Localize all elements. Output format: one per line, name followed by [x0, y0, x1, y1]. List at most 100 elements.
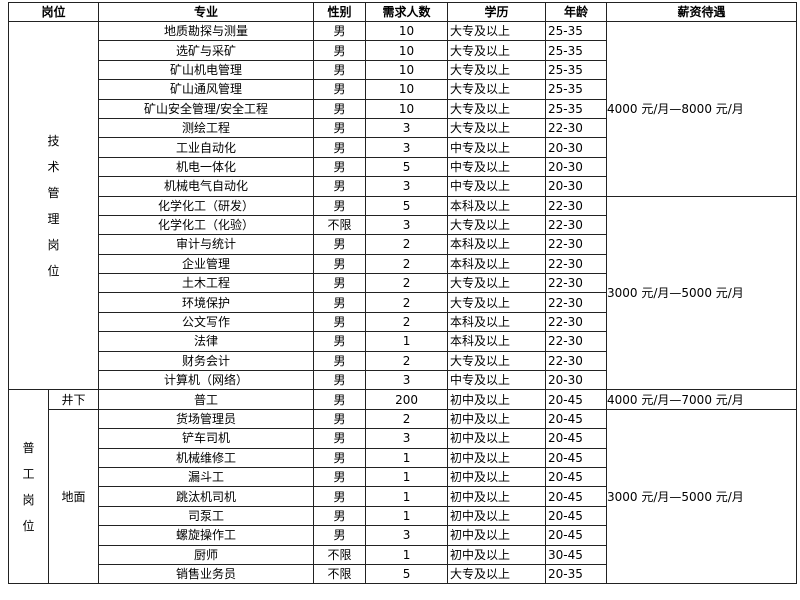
header-gender: 性别: [313, 2, 367, 22]
major-cell: 地质勘探与测量: [98, 20, 315, 42]
count-cell: 2: [365, 253, 449, 275]
table-row: 技术管理岗位 地质勘探与测量男 10 大专及以上 25-35 4000 元/月—8000 …: [7, 20, 798, 391]
major-cell: 矿山通风管理: [98, 79, 315, 100]
education-cell: 初中及以上: [447, 408, 547, 430]
age-cell: 22-30: [545, 292, 608, 313]
major-cell: 测绘工程: [98, 117, 315, 139]
age-cell: 22-30: [545, 214, 608, 236]
age-cell: 25-35: [545, 59, 608, 81]
education-cell: 本科及以上: [447, 195, 547, 216]
count-cell: 2: [365, 311, 449, 333]
header-salary: 薪资待遇: [606, 2, 798, 22]
major-cell: 公文写作: [98, 311, 315, 333]
education-cell: 初中及以上: [447, 525, 547, 546]
count-cell: 10: [365, 20, 449, 42]
count-cell: 1: [365, 505, 449, 527]
major-cell: 环境保护: [98, 292, 315, 313]
education-cell: 初中及以上: [447, 466, 547, 488]
major-cell: 机电一体化: [98, 156, 315, 178]
gender-cell: 男: [313, 117, 367, 139]
gender-cell: 男: [313, 20, 367, 42]
age-cell: 20-35: [545, 563, 608, 585]
count-cell: 3: [365, 525, 449, 546]
salary-cell: 3000 元/月—5000 元/月: [606, 195, 798, 391]
education-cell: 大专及以上: [447, 59, 547, 81]
education-cell: 中专及以上: [447, 176, 547, 197]
age-cell: 22-30: [545, 273, 608, 294]
gender-cell: 男: [313, 273, 367, 294]
education-cell: 大专及以上: [447, 563, 547, 585]
age-cell: 20-30: [545, 370, 608, 391]
major-cell: 跳汰机司机: [98, 486, 315, 507]
age-cell: 22-30: [545, 195, 608, 216]
education-cell: 大专及以上: [447, 292, 547, 313]
table-row: 选矿与采矿男 10 大专及以上 25-35: [9, 40, 797, 61]
age-cell: 22-30: [545, 331, 608, 352]
major-cell: 机械维修工: [98, 447, 315, 468]
major-cell: 铲车司机: [98, 428, 315, 449]
major-cell: 财务会计: [98, 350, 315, 372]
count-cell: 3: [365, 137, 449, 158]
count-cell: 2: [365, 350, 449, 372]
major-cell: 矿山机电管理: [98, 59, 315, 81]
table-row: 审计与统计男 2 本科及以上 22-30: [9, 234, 797, 255]
count-cell: 2: [365, 234, 449, 255]
salary-cell: 4000 元/月—8000 元/月: [606, 21, 798, 197]
education-cell: 初中及以上: [447, 505, 547, 527]
gender-cell: 男: [313, 311, 367, 333]
gender-cell: 男: [313, 40, 367, 61]
age-cell: 20-30: [545, 156, 608, 178]
age-cell: 20-30: [545, 137, 608, 158]
education-cell: 大专及以上: [447, 350, 547, 372]
major-cell: 螺旋操作工: [98, 525, 315, 546]
major-cell: 工业自动化: [98, 137, 315, 158]
education-cell: 本科及以上: [447, 311, 547, 333]
major-cell: 企业管理: [98, 253, 315, 275]
gender-cell: 男: [313, 525, 367, 546]
education-cell: 本科及以上: [447, 253, 547, 275]
gender-cell: 男: [313, 447, 367, 468]
gender-cell: 男: [313, 466, 367, 488]
major-cell: 化学化工（研发）: [98, 195, 315, 216]
gender-cell: 男: [313, 486, 367, 507]
count-cell: 1: [365, 331, 449, 352]
count-cell: 200: [365, 389, 449, 410]
age-cell: 22-30: [545, 253, 608, 275]
count-cell: 1: [365, 466, 449, 488]
age-cell: 30-45: [545, 544, 608, 565]
gender-cell: 男: [313, 98, 367, 119]
age-cell: 20-45: [545, 505, 608, 527]
major-cell: 计算机（网络）: [98, 370, 315, 391]
gender-cell: 男: [313, 59, 367, 81]
education-cell: 大专及以上: [447, 273, 547, 294]
age-cell: 20-45: [545, 428, 608, 449]
major-cell: 矿山安全管理/安全工程: [98, 98, 315, 119]
education-cell: 中专及以上: [447, 370, 547, 391]
gender-cell: 男: [313, 389, 367, 410]
table-row: 机械电气自动化男 3 中专及以上 20-30: [9, 176, 797, 197]
table-row: 销售业务员 不限 5 大专及以上 20-35: [9, 563, 797, 585]
table-row: 机械维修工男 1 初中及以上 20-45: [9, 447, 797, 468]
gender-cell: 男: [313, 176, 367, 197]
header-education: 学历: [447, 2, 547, 22]
table-row: 化学化工（化验） 不限 3 大专及以上 22-30: [9, 214, 797, 236]
table-row: 地面 货场管理员男 2 初中及以上 20-45 3000 元/月—5000 元/月: [9, 408, 798, 585]
age-cell: 22-30: [545, 117, 608, 139]
age-cell: 20-45: [545, 408, 608, 430]
count-cell: 2: [365, 292, 449, 313]
age-cell: 25-35: [545, 98, 608, 119]
major-cell: 审计与统计: [98, 234, 315, 255]
age-cell: 25-35: [545, 40, 608, 61]
table-row: 铲车司机男 3 初中及以上 20-45: [9, 428, 797, 449]
age-cell: 25-35: [545, 79, 608, 100]
salary-cell: 3000 元/月—5000 元/月: [606, 408, 798, 585]
count-cell: 5: [365, 195, 449, 216]
gender-cell: 男: [313, 408, 367, 430]
education-cell: 初中及以上: [447, 389, 547, 410]
education-cell: 初中及以上: [447, 447, 547, 468]
subcategory-cell: 地面: [47, 408, 100, 585]
gender-cell: 不限: [313, 214, 367, 236]
count-cell: 1: [365, 544, 449, 565]
header-count: 需求人数: [365, 2, 449, 22]
header-age: 年龄: [545, 2, 608, 22]
